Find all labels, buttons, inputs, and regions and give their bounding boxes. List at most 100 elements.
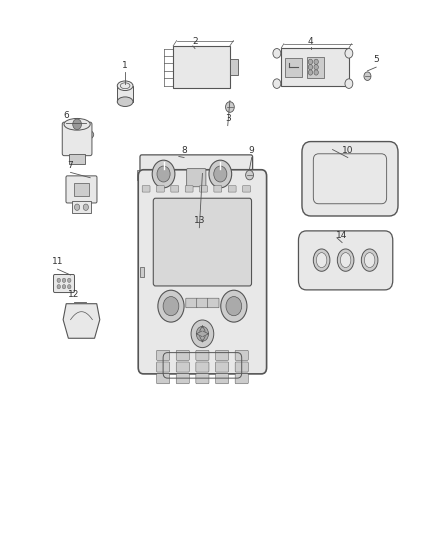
Circle shape [273, 49, 281, 58]
FancyBboxPatch shape [176, 350, 189, 360]
Text: 9: 9 [249, 146, 254, 155]
Text: 5: 5 [373, 55, 379, 64]
FancyBboxPatch shape [196, 374, 209, 384]
FancyBboxPatch shape [140, 266, 145, 277]
Circle shape [196, 326, 208, 341]
Circle shape [308, 59, 313, 64]
Text: 10: 10 [342, 146, 353, 155]
FancyBboxPatch shape [235, 374, 248, 384]
FancyBboxPatch shape [215, 374, 229, 384]
Bar [117, 86, 133, 102]
FancyBboxPatch shape [285, 58, 302, 77]
FancyBboxPatch shape [235, 350, 248, 360]
FancyBboxPatch shape [72, 201, 91, 213]
FancyBboxPatch shape [281, 48, 349, 86]
FancyBboxPatch shape [302, 142, 398, 216]
Ellipse shape [117, 81, 133, 91]
FancyBboxPatch shape [251, 169, 256, 180]
FancyBboxPatch shape [176, 374, 189, 384]
Circle shape [157, 166, 170, 182]
FancyBboxPatch shape [230, 59, 238, 75]
FancyBboxPatch shape [142, 185, 150, 192]
Ellipse shape [364, 253, 375, 268]
FancyBboxPatch shape [156, 185, 164, 192]
Text: 7: 7 [68, 161, 74, 169]
Circle shape [221, 290, 247, 322]
FancyBboxPatch shape [196, 350, 209, 360]
Text: 6: 6 [64, 111, 69, 120]
Circle shape [158, 290, 184, 322]
Circle shape [62, 278, 66, 282]
Polygon shape [63, 304, 100, 338]
Circle shape [163, 296, 179, 316]
FancyBboxPatch shape [156, 350, 170, 360]
Circle shape [226, 296, 242, 316]
Circle shape [345, 79, 353, 88]
Circle shape [308, 70, 313, 75]
FancyBboxPatch shape [243, 185, 251, 192]
FancyBboxPatch shape [74, 183, 89, 196]
Circle shape [314, 59, 318, 64]
FancyBboxPatch shape [214, 185, 222, 192]
Ellipse shape [313, 249, 330, 271]
Circle shape [191, 320, 214, 348]
Ellipse shape [361, 249, 378, 271]
Circle shape [273, 79, 281, 88]
Circle shape [314, 64, 318, 70]
Circle shape [83, 204, 88, 211]
Text: 12: 12 [68, 290, 80, 300]
FancyBboxPatch shape [138, 169, 143, 180]
FancyBboxPatch shape [235, 362, 248, 372]
Text: 3: 3 [225, 114, 231, 123]
Text: 14: 14 [336, 231, 348, 240]
Circle shape [67, 278, 71, 282]
Ellipse shape [64, 118, 90, 130]
FancyBboxPatch shape [208, 298, 219, 308]
Circle shape [74, 204, 80, 211]
FancyBboxPatch shape [215, 362, 229, 372]
FancyBboxPatch shape [153, 198, 251, 286]
Circle shape [345, 49, 353, 58]
FancyBboxPatch shape [176, 362, 189, 372]
Circle shape [226, 102, 234, 112]
Circle shape [209, 160, 232, 188]
Text: 1: 1 [122, 61, 128, 70]
Text: 2: 2 [192, 37, 198, 46]
Circle shape [364, 72, 371, 80]
FancyBboxPatch shape [171, 185, 179, 192]
FancyBboxPatch shape [186, 298, 197, 308]
Circle shape [152, 160, 175, 188]
Ellipse shape [67, 128, 94, 141]
FancyBboxPatch shape [196, 362, 209, 372]
FancyBboxPatch shape [228, 185, 236, 192]
Circle shape [57, 278, 60, 282]
Circle shape [57, 285, 60, 289]
Circle shape [73, 119, 81, 130]
FancyBboxPatch shape [185, 185, 193, 192]
Text: 13: 13 [194, 216, 205, 225]
FancyBboxPatch shape [187, 168, 206, 187]
Text: 11: 11 [52, 257, 63, 266]
Circle shape [62, 285, 66, 289]
FancyBboxPatch shape [307, 56, 324, 78]
Circle shape [214, 166, 227, 182]
Text: 4: 4 [308, 37, 314, 46]
FancyBboxPatch shape [53, 274, 74, 293]
Ellipse shape [117, 97, 133, 107]
FancyBboxPatch shape [173, 46, 230, 88]
Text: 8: 8 [181, 146, 187, 155]
FancyBboxPatch shape [200, 185, 208, 192]
Ellipse shape [337, 249, 354, 271]
Circle shape [308, 64, 313, 70]
FancyBboxPatch shape [298, 231, 393, 290]
FancyBboxPatch shape [66, 176, 97, 203]
FancyBboxPatch shape [197, 298, 208, 308]
FancyBboxPatch shape [140, 155, 253, 195]
Circle shape [246, 170, 254, 180]
Circle shape [314, 70, 318, 75]
FancyBboxPatch shape [156, 362, 170, 372]
Circle shape [67, 285, 71, 289]
Ellipse shape [340, 253, 351, 268]
FancyBboxPatch shape [69, 154, 85, 164]
FancyBboxPatch shape [156, 374, 170, 384]
